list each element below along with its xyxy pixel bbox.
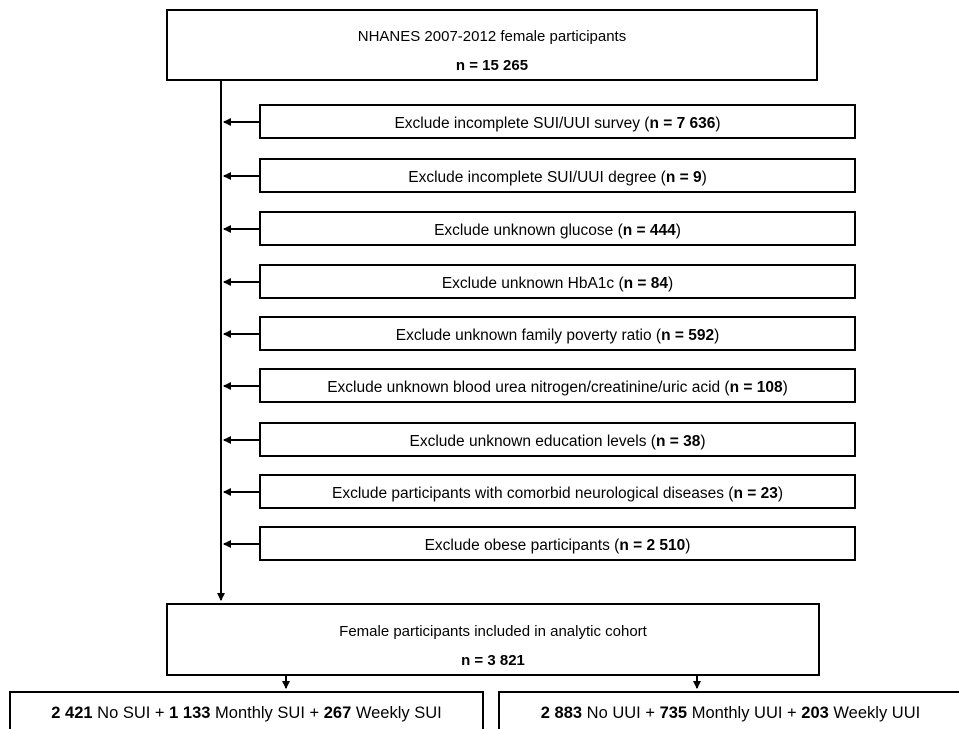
exclusion-text-4: Exclude unknown HbA1c (n = 84) bbox=[441, 274, 674, 292]
source-population-title: NHANES 2007-2012 female participants bbox=[357, 28, 627, 45]
exclusion-text-8: Exclude participants with comorbid neuro… bbox=[331, 484, 784, 502]
exclusion-box-7: Exclude unknown education levels (n = 38… bbox=[259, 422, 856, 457]
exclusion-text-9: Exclude obese participants (n = 2 510) bbox=[424, 536, 691, 554]
uui-groups-box: 2 883 No UUI + 735 Monthly UUI + 203 Wee… bbox=[498, 691, 959, 729]
exclusion-box-8: Exclude participants with comorbid neuro… bbox=[259, 474, 856, 509]
exclusion-text-7: Exclude unknown education levels (n = 38… bbox=[409, 432, 706, 450]
analytic-cohort-count: n = 3 821 bbox=[461, 652, 525, 669]
source-population-box: NHANES 2007-2012 female participants n =… bbox=[166, 9, 818, 81]
exclusion-text-6: Exclude unknown blood urea nitrogen/crea… bbox=[327, 378, 788, 396]
exclusion-box-9: Exclude obese participants (n = 2 510) bbox=[259, 526, 856, 561]
exclusion-box-1: Exclude incomplete SUI/UUI survey (n = 7… bbox=[259, 104, 856, 139]
exclusion-box-3: Exclude unknown glucose (n = 444) bbox=[259, 211, 856, 246]
analytic-cohort-title: Female participants included in analytic… bbox=[339, 623, 647, 640]
exclusion-box-5: Exclude unknown family poverty ratio (n … bbox=[259, 316, 856, 351]
exclusion-box-2: Exclude incomplete SUI/UUI degree (n = 9… bbox=[259, 158, 856, 193]
exclusion-text-3: Exclude unknown glucose (n = 444) bbox=[434, 221, 681, 239]
analytic-cohort-box: Female participants included in analytic… bbox=[166, 603, 820, 676]
uui-groups-text: 2 883 No UUI + 735 Monthly UUI + 203 Wee… bbox=[540, 704, 921, 722]
exclusion-text-2: Exclude incomplete SUI/UUI degree (n = 9… bbox=[408, 168, 707, 186]
exclusion-text-1: Exclude incomplete SUI/UUI survey (n = 7… bbox=[394, 114, 721, 132]
source-population-count: n = 15 265 bbox=[455, 57, 529, 74]
exclusion-text-5: Exclude unknown family poverty ratio (n … bbox=[395, 326, 720, 344]
sui-groups-box: 2 421 No SUI + 1 133 Monthly SUI + 267 W… bbox=[9, 691, 484, 729]
sui-groups-text: 2 421 No SUI + 1 133 Monthly SUI + 267 W… bbox=[51, 704, 442, 722]
exclusion-box-6: Exclude unknown blood urea nitrogen/crea… bbox=[259, 368, 856, 403]
exclusion-box-4: Exclude unknown HbA1c (n = 84) bbox=[259, 264, 856, 299]
